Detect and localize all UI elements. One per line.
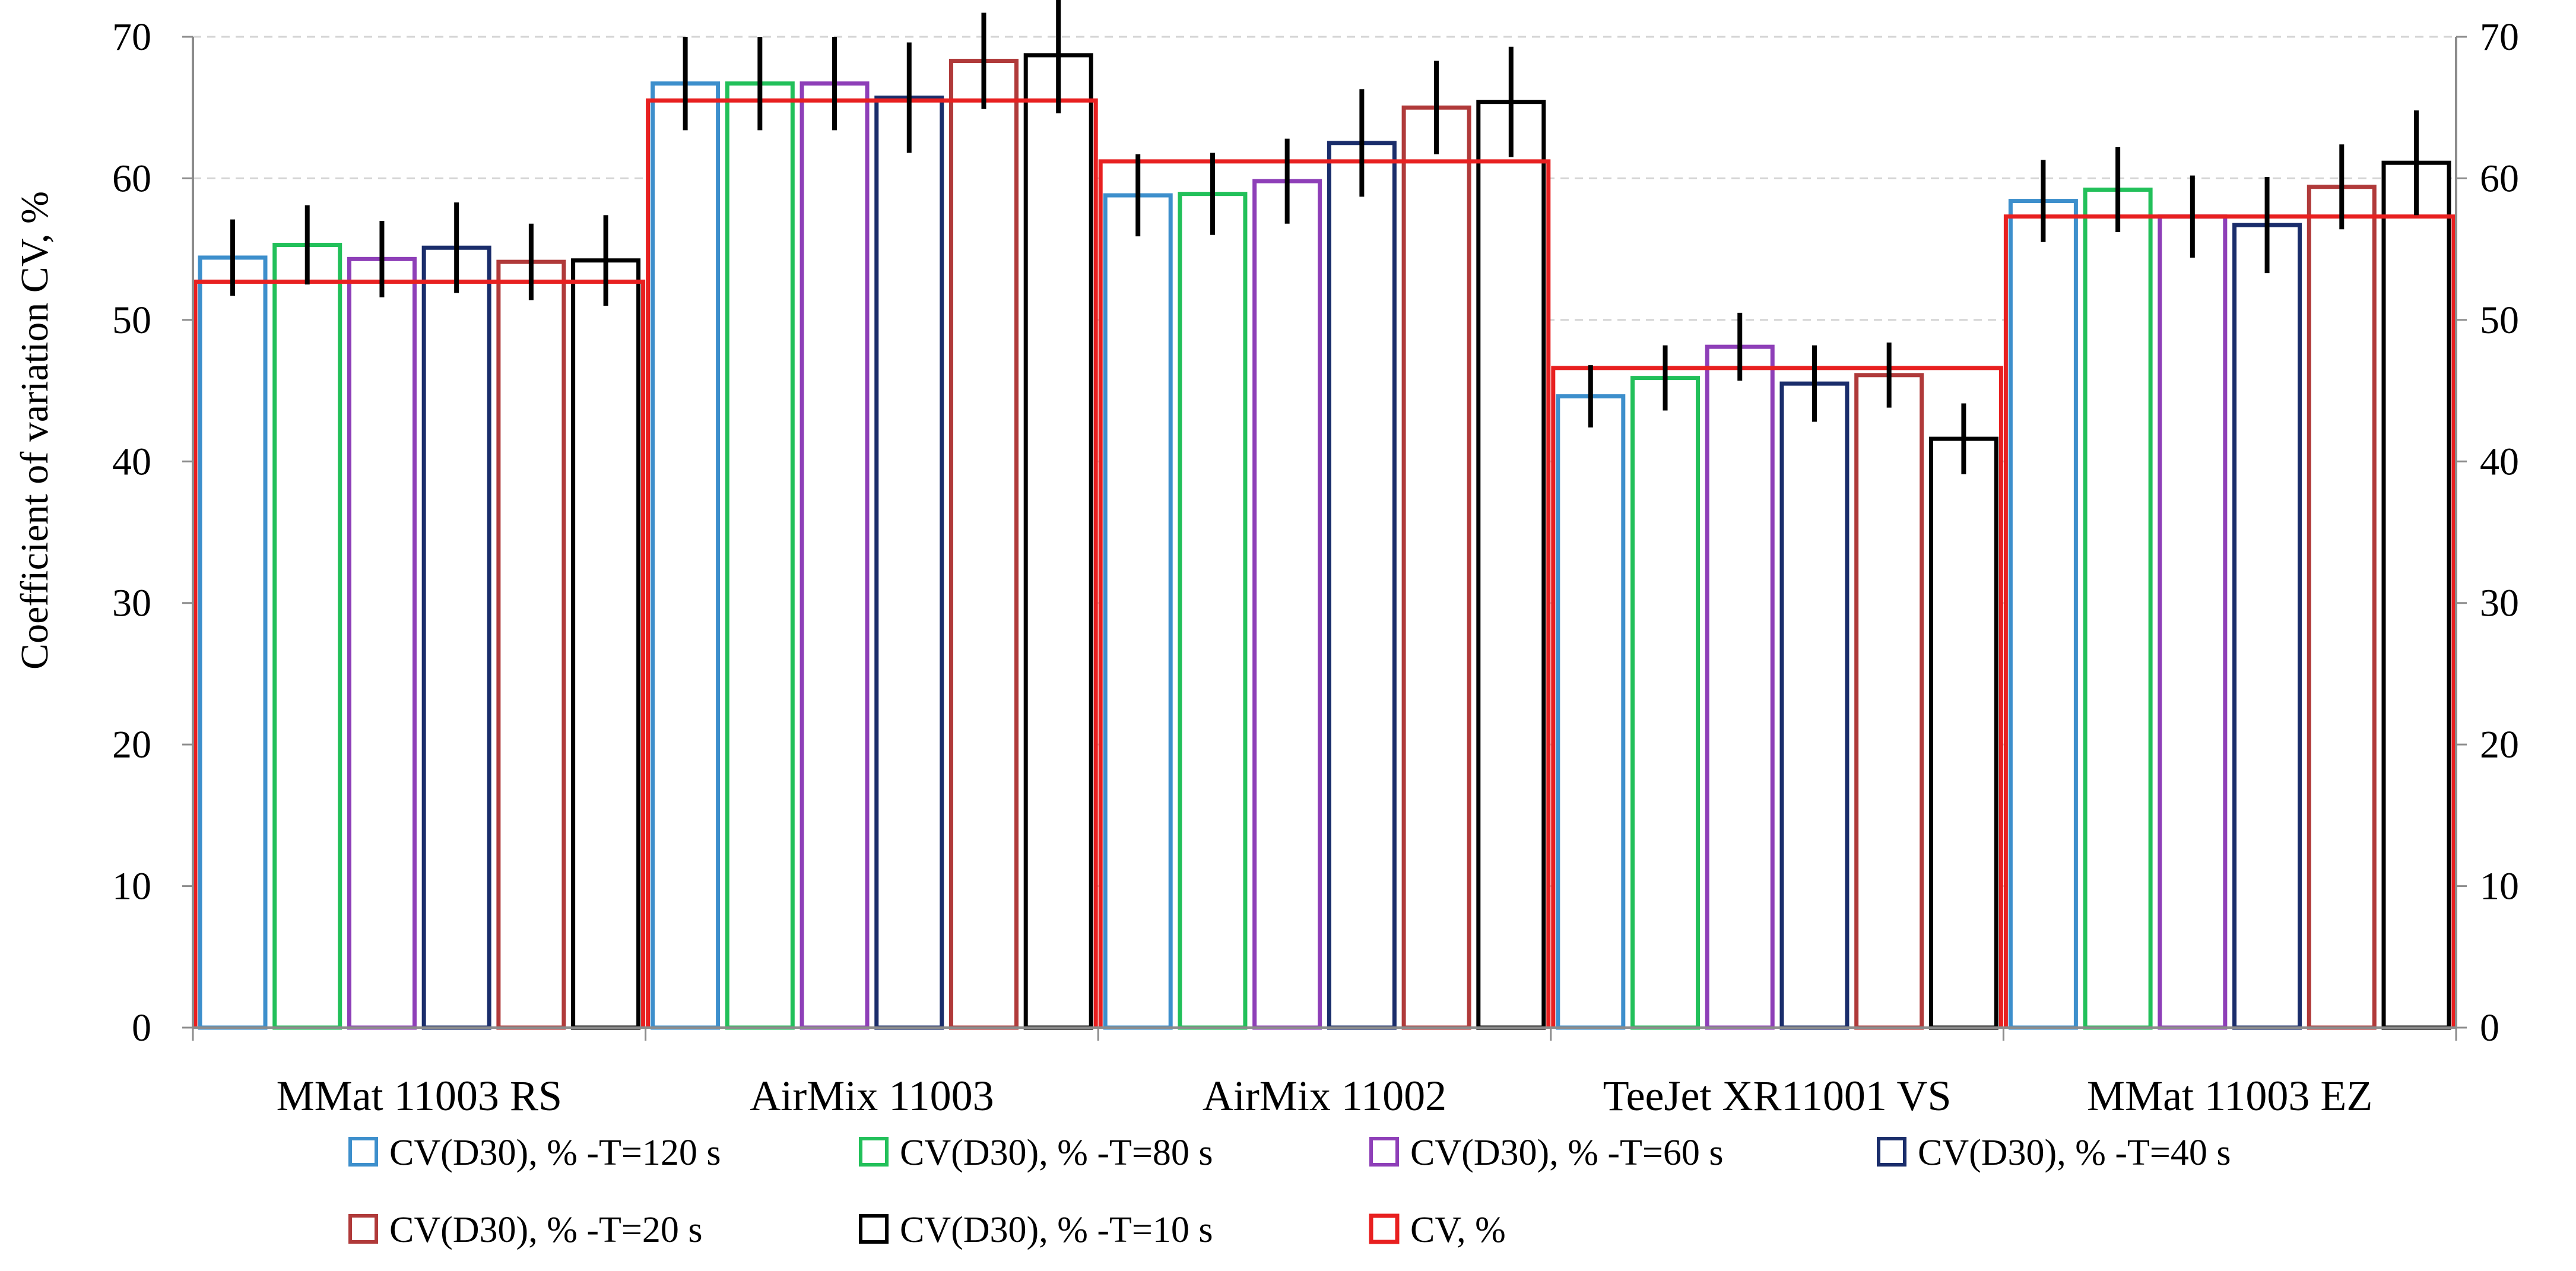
x-axis-category-labels: MMat 11003 RS AirMix 11003 AirMix 11002 Tee… bbox=[277, 1072, 2373, 1120]
bars-group bbox=[198, 53, 2451, 1030]
y-tick-label-left: 50 bbox=[112, 299, 151, 342]
bar bbox=[1854, 373, 1924, 1030]
legend-label: CV(D30), % -T=80 s bbox=[900, 1133, 1213, 1173]
bar bbox=[1630, 376, 1701, 1030]
bar bbox=[1178, 192, 1248, 1030]
cv-overlay-fill bbox=[195, 281, 643, 1028]
bar bbox=[1705, 344, 1775, 1030]
y-tick-label-left: 20 bbox=[112, 723, 151, 766]
legend-label: CV(D30), % -T=40 s bbox=[1918, 1133, 2231, 1173]
x-category-label: TeeJet XR11001 VS bbox=[1603, 1072, 1952, 1120]
bar bbox=[725, 81, 795, 1030]
y-tick-label-left: 40 bbox=[112, 440, 151, 483]
axes bbox=[182, 36, 2467, 1041]
bar bbox=[2008, 199, 2078, 1030]
legend-swatch bbox=[1369, 1137, 1399, 1167]
legend-swatch bbox=[1877, 1137, 1906, 1167]
bar bbox=[1103, 193, 1173, 1030]
bar bbox=[571, 258, 641, 1030]
bar bbox=[1401, 105, 1471, 1030]
legend: CV(D30), % -T=120 s CV(D30), % -T=80 s CV(… bbox=[348, 1133, 2231, 1250]
cv-overlay-fill bbox=[648, 100, 1096, 1028]
cv-overlay-outline bbox=[2003, 214, 2456, 1028]
error-bars-group bbox=[230, 0, 2419, 474]
x-category-label: AirMix 11003 bbox=[750, 1072, 994, 1120]
y-axis-right-ticks: 0 10 20 30 40 50 60 70 bbox=[2480, 15, 2519, 1050]
cv-overlay-outline bbox=[646, 98, 1098, 1028]
bar bbox=[2307, 185, 2377, 1030]
legend-label: CV, % bbox=[1410, 1210, 1506, 1250]
legend-label: CV(D30), % -T=10 s bbox=[900, 1210, 1213, 1250]
y-tick-label-right: 20 bbox=[2480, 723, 2519, 766]
x-category-label: MMat 11003 EZ bbox=[2087, 1072, 2372, 1120]
x-category-label: MMat 11003 RS bbox=[277, 1072, 562, 1120]
bar bbox=[948, 59, 1019, 1030]
y-tick-label-right: 50 bbox=[2480, 299, 2519, 342]
bar bbox=[1252, 179, 1322, 1030]
y-tick-label-right: 40 bbox=[2480, 440, 2519, 483]
cv-overlay-outline bbox=[1098, 159, 1551, 1028]
bar bbox=[651, 81, 721, 1030]
x-category-label: AirMix 11002 bbox=[1203, 1072, 1446, 1120]
bar bbox=[874, 96, 944, 1030]
y-tick-label-right: 0 bbox=[2480, 1006, 2499, 1050]
y-axis-left-ticks: 0 10 20 30 40 50 60 70 bbox=[112, 15, 151, 1050]
y-tick-label-left: 0 bbox=[132, 1006, 151, 1050]
bar bbox=[347, 256, 417, 1030]
bar bbox=[1556, 394, 1626, 1030]
legend-label: CV(D30), % -T=20 s bbox=[389, 1210, 702, 1250]
bar bbox=[421, 245, 491, 1030]
bar bbox=[2381, 160, 2451, 1030]
cv-overlay-fill bbox=[1100, 161, 1549, 1028]
bar bbox=[2083, 188, 2153, 1030]
y-tick-label-left: 30 bbox=[112, 582, 151, 625]
bar bbox=[1779, 381, 1849, 1030]
y-tick-label-right: 30 bbox=[2480, 582, 2519, 625]
y-tick-label-left: 70 bbox=[112, 15, 151, 59]
bar bbox=[800, 81, 870, 1030]
bar bbox=[1327, 141, 1397, 1030]
cv-overlay-outline bbox=[1551, 366, 2003, 1028]
cv-overlay-fill bbox=[2006, 216, 2454, 1028]
bar bbox=[1023, 53, 1093, 1030]
cv-overlay-outline bbox=[193, 279, 646, 1028]
legend-swatch bbox=[348, 1137, 378, 1167]
bar bbox=[1476, 100, 1546, 1030]
y-tick-label-left: 10 bbox=[112, 865, 151, 908]
cv-overlay-fill bbox=[1553, 367, 2001, 1028]
bar bbox=[198, 255, 268, 1030]
legend-label: CV(D30), % -T=120 s bbox=[389, 1133, 721, 1173]
cv-overlay-group bbox=[195, 100, 2454, 1028]
legend-label: CV(D30), % -T=60 s bbox=[1410, 1133, 1723, 1173]
bar bbox=[272, 242, 342, 1030]
y-tick-label-right: 10 bbox=[2480, 865, 2519, 908]
legend-swatch bbox=[1369, 1213, 1400, 1244]
legend-swatch bbox=[348, 1214, 378, 1244]
legend-swatch bbox=[859, 1137, 889, 1167]
y-tick-label-right: 70 bbox=[2480, 15, 2519, 59]
cv-overlay-outline-group bbox=[193, 98, 2456, 1028]
y-tick-label-right: 60 bbox=[2480, 157, 2519, 200]
y-tick-label-left: 60 bbox=[112, 157, 151, 200]
bar bbox=[496, 259, 566, 1030]
y-axis-title: Coefficient of variation CV, % bbox=[13, 191, 56, 670]
bar bbox=[1928, 436, 1998, 1030]
legend-swatch bbox=[859, 1214, 889, 1244]
bar bbox=[2158, 214, 2228, 1030]
bar bbox=[2232, 223, 2302, 1030]
